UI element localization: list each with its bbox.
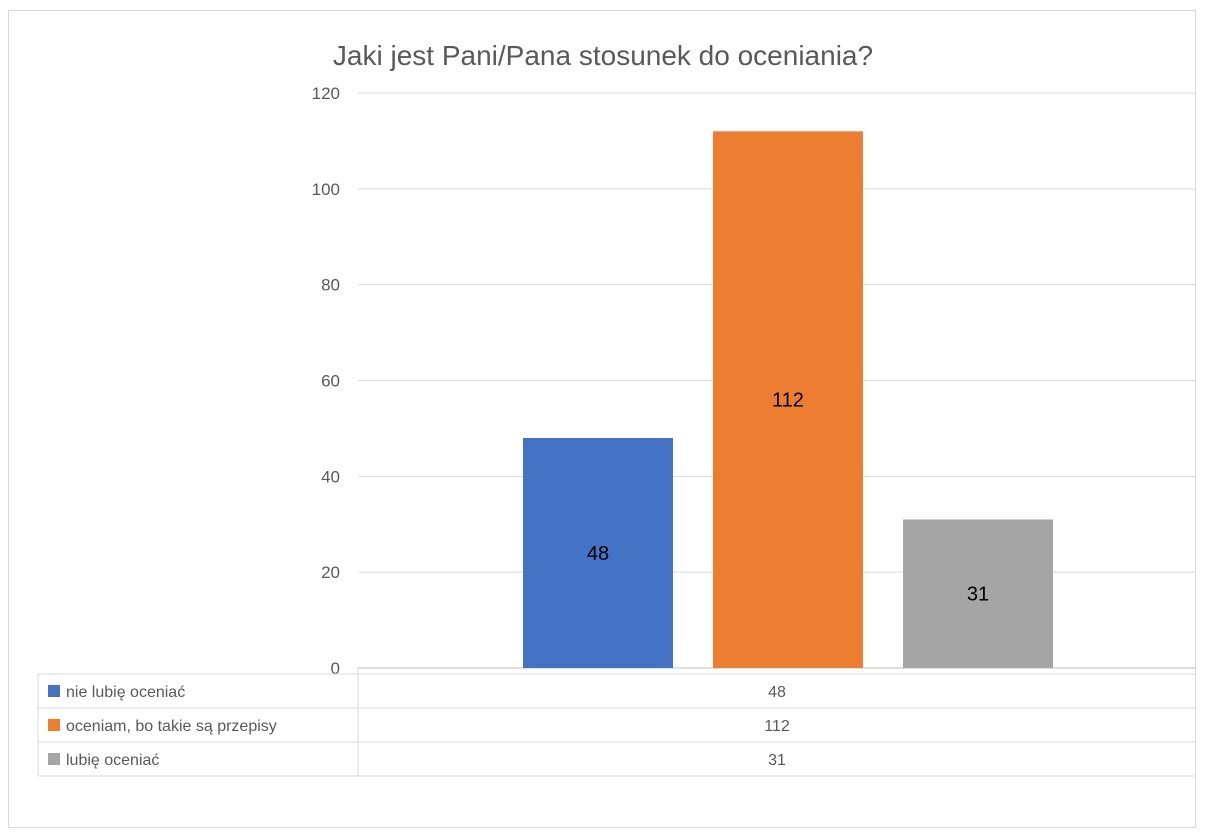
y-tick-label: 80: [321, 276, 340, 295]
legend-entry: nie lubię oceniać: [66, 684, 185, 701]
bar: [713, 131, 863, 669]
table-value: 112: [764, 718, 790, 735]
y-axis-ticks: 0 20 40 60 80 100 120: [312, 84, 340, 678]
bar: [903, 519, 1053, 668]
data-labels: 48 112 31: [587, 390, 989, 606]
y-tick-label: 120: [312, 84, 340, 103]
data-label: 48: [587, 543, 609, 565]
data-label: 31: [967, 584, 989, 606]
chart-title: Jaki jest Pani/Pana stosunek do oceniani…: [332, 40, 874, 71]
y-tick-label: 40: [321, 467, 340, 486]
y-tick-label: 20: [321, 563, 340, 582]
table-value: 48: [768, 684, 786, 701]
y-tick-label: 60: [321, 372, 340, 391]
legend-swatch: [48, 753, 60, 765]
legend-swatch: [48, 719, 60, 731]
data-label: 112: [772, 390, 804, 412]
bars: [523, 131, 1053, 669]
bar: [523, 438, 673, 668]
legend-swatch: [48, 685, 60, 697]
y-tick-label: 0: [331, 659, 340, 678]
data-table: nie lubię oceniać 48 oceniam, bo takie są …: [37, 668, 1196, 777]
legend-entry: lubię oceniać: [66, 752, 159, 769]
legend-entry: oceniam, bo takie są przepisy: [66, 718, 277, 735]
y-tick-label: 100: [312, 180, 340, 199]
chart-frame: [8, 10, 1196, 828]
table-value: 31: [768, 752, 786, 769]
